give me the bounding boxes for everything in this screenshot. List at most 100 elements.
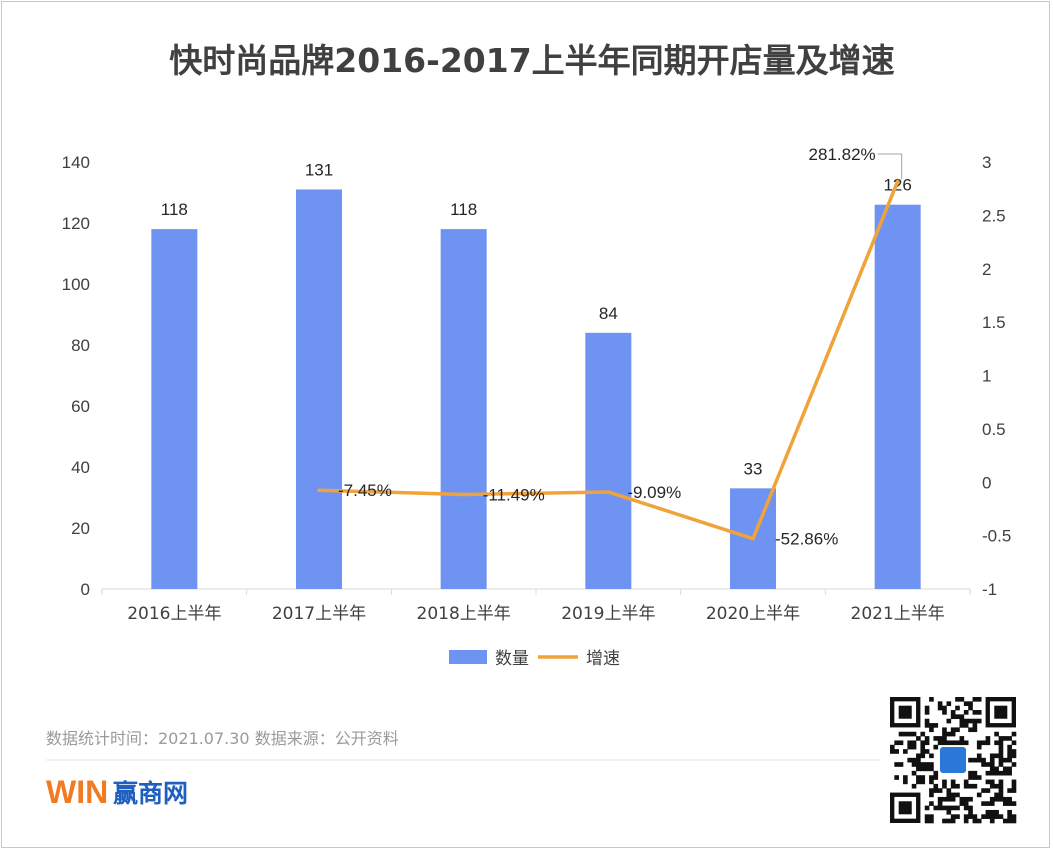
qr-module <box>920 744 926 750</box>
qr-module <box>968 805 973 811</box>
qr-module <box>968 783 973 789</box>
qr-module <box>898 731 904 737</box>
qr-module <box>942 818 947 824</box>
qr-module <box>950 714 956 720</box>
leader-line <box>877 153 903 180</box>
qr-module <box>937 801 943 806</box>
qr-module <box>955 814 960 819</box>
bar <box>296 189 342 589</box>
qr-module <box>994 766 999 772</box>
qr-module <box>946 718 952 724</box>
qr-module <box>920 749 926 754</box>
qr-module <box>929 818 934 824</box>
qr-module <box>1002 736 1008 741</box>
qr-module <box>1002 796 1008 802</box>
growth-line <box>317 179 900 541</box>
qr-module <box>976 753 982 759</box>
qr-module <box>911 770 917 776</box>
qr-module <box>924 740 930 746</box>
qr-module <box>1002 770 1008 776</box>
qr-module <box>968 718 973 724</box>
qr-module <box>1011 779 1017 785</box>
qr-module <box>929 697 934 702</box>
qr-module <box>1002 801 1008 806</box>
qr-module <box>1007 770 1012 776</box>
x-tick-label: 2016上半年 <box>127 604 221 624</box>
qr-module <box>985 770 991 776</box>
qr-module <box>924 766 930 772</box>
qr-module <box>955 727 960 733</box>
qr-module <box>972 783 978 789</box>
qr-module <box>898 762 904 767</box>
qr-module <box>963 796 969 802</box>
qr-module <box>955 792 960 798</box>
qr-code <box>890 697 1017 824</box>
qr-module <box>981 757 986 763</box>
qr-module <box>937 796 943 802</box>
bar <box>440 229 487 589</box>
qr-module <box>950 727 956 733</box>
qr-module <box>950 805 956 811</box>
qr-module <box>998 783 1004 789</box>
qr-module <box>946 809 952 815</box>
qr-module <box>968 775 973 780</box>
qr-module <box>950 740 956 746</box>
qr-module <box>920 753 926 759</box>
qr-module <box>968 757 973 763</box>
qr-module <box>963 801 969 806</box>
qr-module <box>1007 757 1012 763</box>
qr-module <box>924 814 930 819</box>
x-tick-label: 2020上半年 <box>706 604 800 624</box>
qr-module <box>998 762 1004 767</box>
qr-module <box>981 740 986 746</box>
qr-module <box>1007 788 1012 793</box>
qr-module <box>950 779 956 785</box>
qr-module <box>942 740 947 746</box>
qr-module <box>911 783 917 789</box>
qr-module <box>1011 818 1017 824</box>
qr-module <box>911 762 917 767</box>
qr-finder <box>898 705 912 719</box>
qr-module <box>955 740 960 746</box>
qr-module <box>1011 801 1017 806</box>
qr-module <box>933 744 939 750</box>
qr-module <box>920 762 926 767</box>
legend-label-line: 增速 <box>586 649 620 669</box>
qr-module <box>998 770 1004 776</box>
brand-logo: WIN 赢商网 <box>46 774 188 810</box>
qr-module <box>963 779 969 785</box>
qr-module <box>929 792 934 798</box>
qr-module <box>981 762 986 767</box>
qr-module <box>890 744 895 750</box>
qr-module <box>1011 753 1017 759</box>
qr-module <box>972 727 978 733</box>
qr-module <box>920 766 926 772</box>
qr-module <box>994 740 999 746</box>
bar <box>585 332 632 589</box>
qr-module <box>955 697 960 702</box>
y2-tick-label: 2.5 <box>982 206 1006 225</box>
qr-module <box>1007 749 1012 754</box>
qr-module <box>1007 818 1012 824</box>
qr-module <box>933 723 939 728</box>
qr-module <box>998 757 1004 763</box>
qr-module <box>959 718 965 724</box>
qr-module <box>929 727 934 733</box>
qr-module <box>929 779 934 785</box>
qr-module <box>903 775 908 780</box>
qr-module <box>946 731 952 737</box>
qr-module <box>989 796 995 802</box>
qr-module <box>959 740 965 746</box>
qr-module <box>985 801 991 806</box>
qr-module <box>924 749 930 754</box>
qr-module <box>898 740 904 746</box>
qr-module <box>1002 818 1008 824</box>
bar <box>874 204 921 589</box>
bar-value-label: 84 <box>599 304 618 323</box>
qr-module <box>994 809 999 815</box>
qr-module <box>968 727 973 733</box>
qr-module <box>937 788 943 793</box>
qr-module <box>985 740 991 746</box>
qr-module <box>933 788 939 793</box>
